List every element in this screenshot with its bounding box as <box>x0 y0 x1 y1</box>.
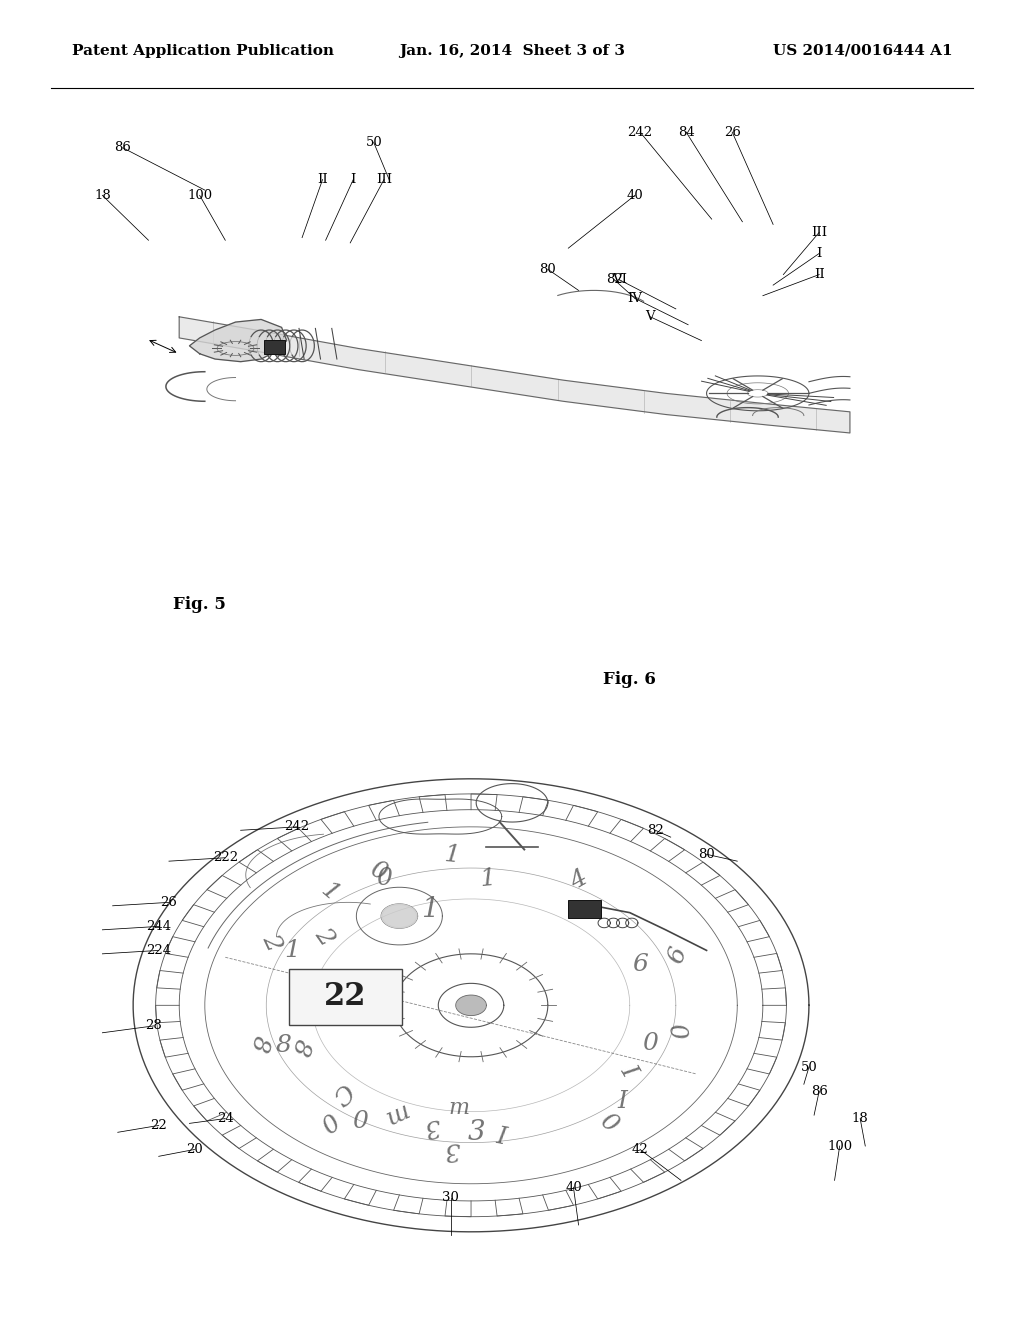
Polygon shape <box>179 317 850 433</box>
Text: 100: 100 <box>187 189 212 202</box>
Text: 86: 86 <box>115 141 131 154</box>
Text: 24: 24 <box>217 1111 233 1125</box>
Text: 80: 80 <box>540 263 556 276</box>
Text: 0: 0 <box>352 1110 369 1134</box>
Text: US 2014/0016444 A1: US 2014/0016444 A1 <box>773 44 952 58</box>
Text: III: III <box>811 226 827 239</box>
Text: 1: 1 <box>284 939 300 962</box>
Text: 18: 18 <box>94 189 111 202</box>
FancyBboxPatch shape <box>289 969 402 1024</box>
Text: V: V <box>645 310 655 323</box>
Text: 1: 1 <box>421 896 439 923</box>
Text: 100: 100 <box>827 1139 852 1152</box>
Text: 4: 4 <box>566 866 591 895</box>
FancyBboxPatch shape <box>264 341 285 354</box>
Text: 3: 3 <box>423 1113 442 1139</box>
Text: 6: 6 <box>632 953 648 975</box>
Text: 30: 30 <box>442 1191 459 1204</box>
Text: 50: 50 <box>801 1060 817 1073</box>
Text: 8: 8 <box>275 1034 292 1056</box>
Text: 222: 222 <box>213 851 238 865</box>
Text: 82: 82 <box>606 273 623 286</box>
Text: 82: 82 <box>647 824 664 837</box>
Text: 86: 86 <box>811 1085 827 1098</box>
Text: 3: 3 <box>443 1137 461 1162</box>
Text: 26: 26 <box>724 125 740 139</box>
Text: VI: VI <box>612 273 627 286</box>
Text: m: m <box>449 1097 469 1119</box>
Text: 40: 40 <box>565 1180 582 1193</box>
Text: 22: 22 <box>325 981 367 1012</box>
Text: 8: 8 <box>245 1032 271 1055</box>
Text: 2: 2 <box>310 923 338 949</box>
Text: 26: 26 <box>161 896 177 909</box>
Text: m: m <box>380 1098 411 1130</box>
Text: 6: 6 <box>665 944 691 966</box>
Text: 244: 244 <box>146 920 171 933</box>
Polygon shape <box>457 995 485 1015</box>
Text: 0: 0 <box>376 867 392 890</box>
Text: III: III <box>376 173 392 186</box>
Text: II: II <box>814 268 824 281</box>
Text: Jan. 16, 2014  Sheet 3 of 3: Jan. 16, 2014 Sheet 3 of 3 <box>399 44 625 58</box>
Text: 2: 2 <box>258 931 286 954</box>
Text: 242: 242 <box>285 820 309 833</box>
Text: 0: 0 <box>366 858 390 886</box>
Polygon shape <box>189 319 287 362</box>
Text: 22: 22 <box>151 1119 167 1133</box>
Text: I: I <box>623 1059 647 1078</box>
Text: Fig. 6: Fig. 6 <box>603 671 656 688</box>
Text: I: I <box>497 1118 511 1143</box>
Text: II: II <box>317 173 328 186</box>
Text: 0: 0 <box>599 1105 626 1133</box>
Text: 40: 40 <box>627 189 643 202</box>
Text: 42: 42 <box>632 1143 648 1156</box>
Text: 0: 0 <box>670 1020 695 1040</box>
FancyBboxPatch shape <box>568 900 601 919</box>
Text: 22: 22 <box>356 983 401 1016</box>
Text: I: I <box>350 173 356 186</box>
Text: Fig. 5: Fig. 5 <box>173 597 226 612</box>
Text: 8: 8 <box>287 1036 313 1059</box>
Text: 0: 0 <box>642 1031 658 1055</box>
Text: 242: 242 <box>628 125 652 139</box>
Polygon shape <box>382 904 417 928</box>
Text: 80: 80 <box>698 847 715 861</box>
Text: IV: IV <box>628 292 642 305</box>
Text: 0: 0 <box>314 1106 341 1134</box>
Text: 84: 84 <box>678 125 694 139</box>
Text: 1: 1 <box>316 878 343 906</box>
Text: 1: 1 <box>478 867 497 891</box>
Text: 1: 1 <box>442 842 461 867</box>
Text: 28: 28 <box>145 1019 162 1032</box>
Text: 18: 18 <box>852 1111 868 1125</box>
Text: C: C <box>326 1078 355 1107</box>
Text: 20: 20 <box>186 1143 203 1156</box>
Text: I: I <box>816 247 822 260</box>
Text: 224: 224 <box>146 944 171 957</box>
Text: 3: 3 <box>467 1119 485 1146</box>
Text: I: I <box>617 1090 628 1113</box>
Text: 50: 50 <box>366 136 382 149</box>
Text: Patent Application Publication: Patent Application Publication <box>72 44 334 58</box>
